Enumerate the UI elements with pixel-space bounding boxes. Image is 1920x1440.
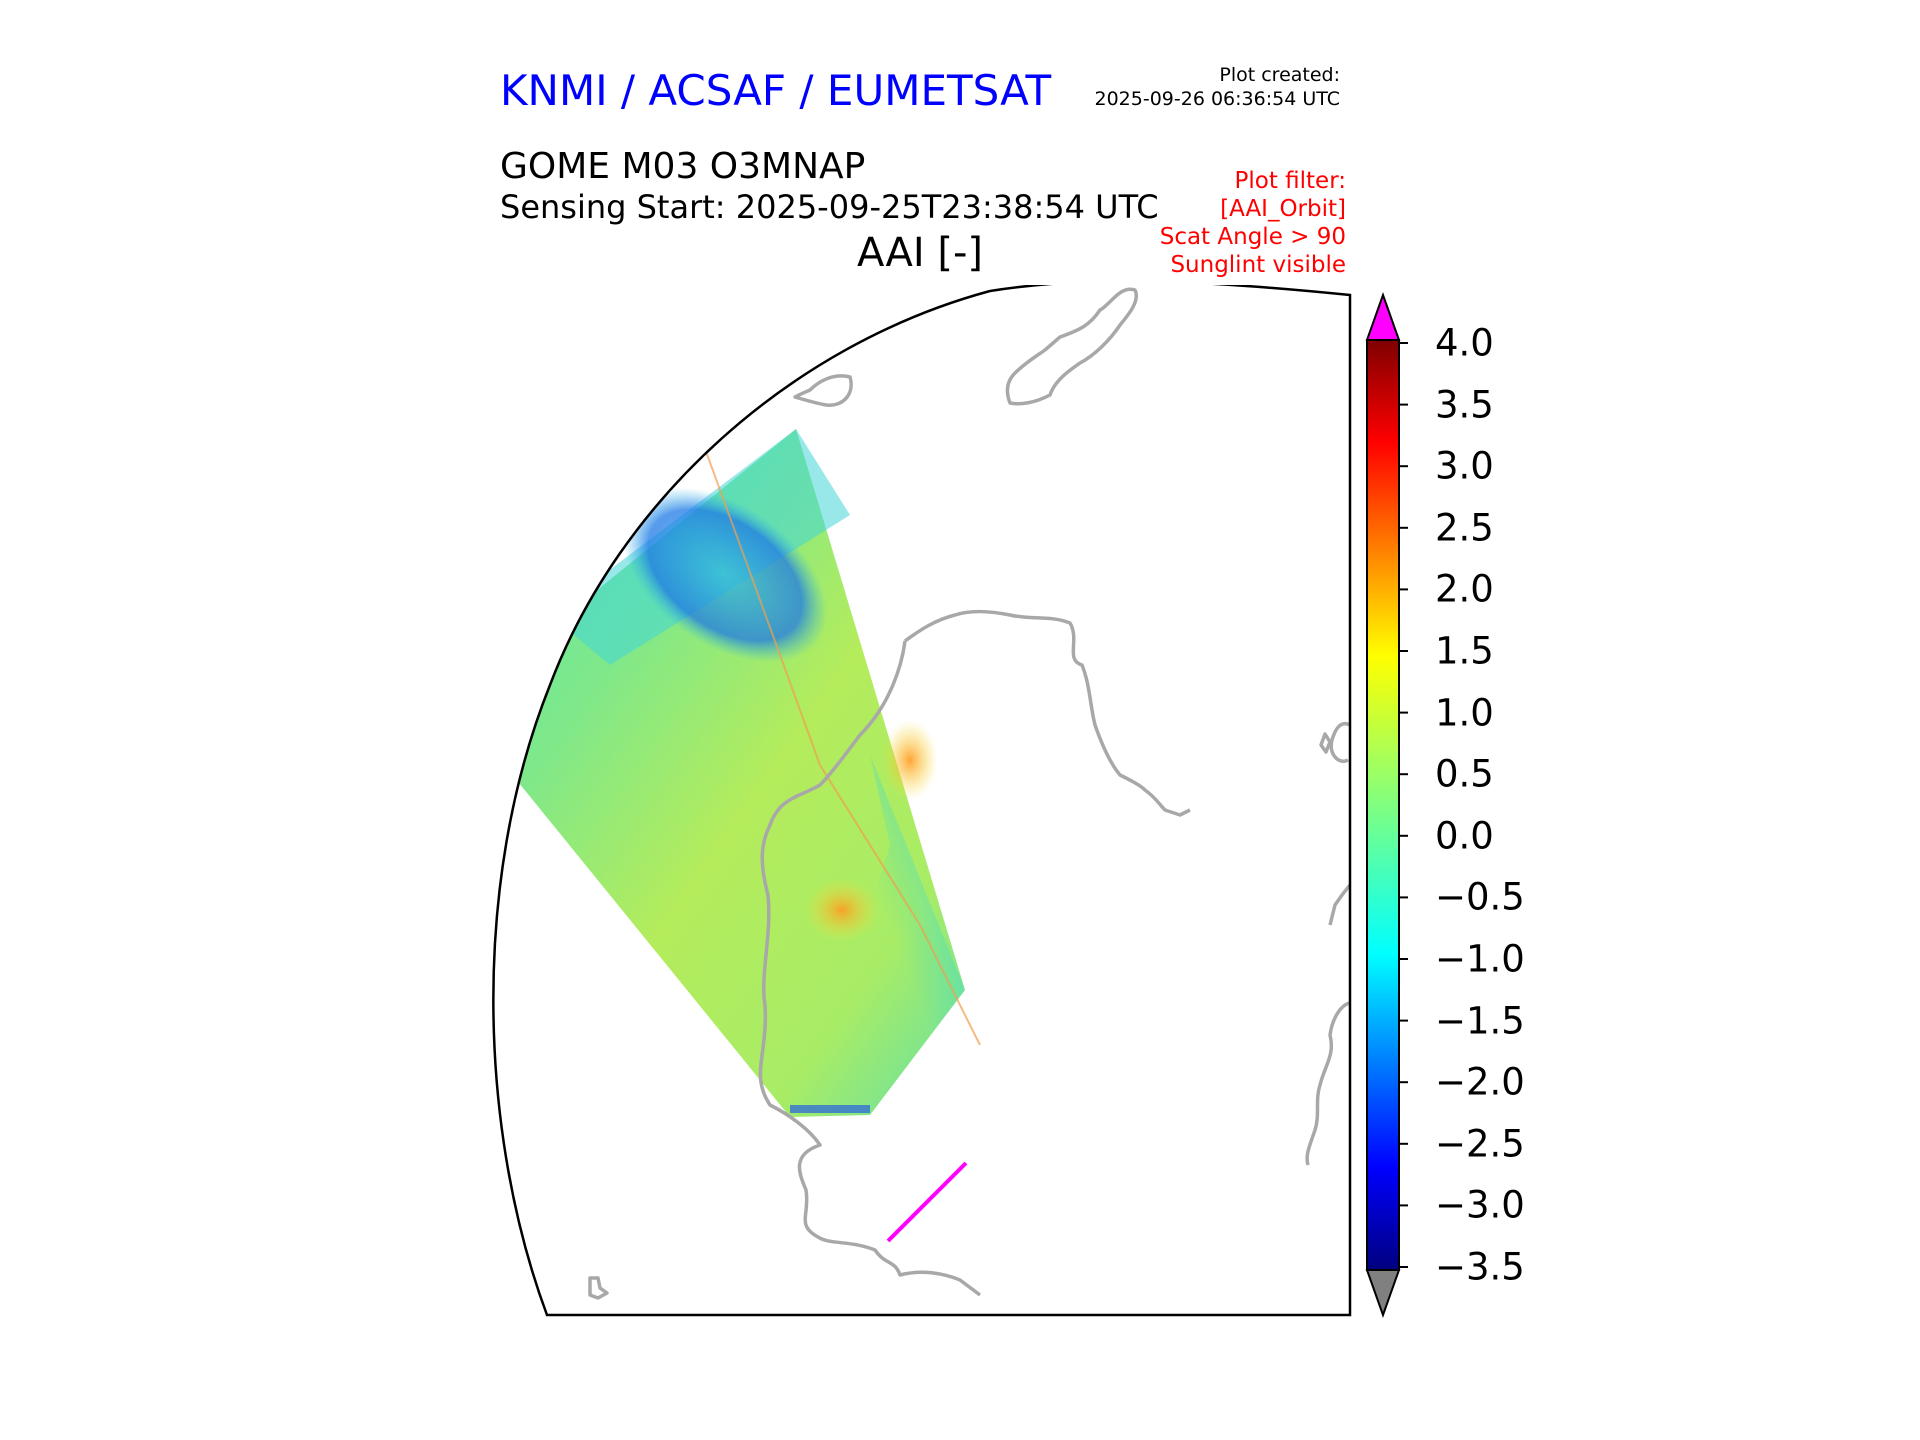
- swath-seam: [699, 434, 981, 1046]
- colorbar-tick-label: 2.0: [1435, 567, 1494, 611]
- sensing-start: Sensing Start: 2025-09-25T23:38:54 UTC: [500, 188, 1159, 226]
- organization-title: KNMI / ACSAF / EUMETSAT: [500, 66, 1052, 115]
- sunglint-track: [886, 1161, 968, 1243]
- colorbar-tick-label: 4.0: [1435, 321, 1494, 365]
- coastline-west-continent: [758, 640, 982, 1297]
- colorbar-tick-label: 3.5: [1435, 383, 1494, 427]
- colorbar-tick-label: 0.0: [1435, 814, 1494, 858]
- plot-created-label: Plot created:: [1219, 64, 1340, 86]
- colorbar-gradient: [1366, 339, 1400, 1271]
- map-panel: [492, 285, 1352, 1317]
- high-aai-patch: [882, 720, 938, 800]
- coastline-central-continent: [903, 609, 1191, 817]
- product-title: GOME M03 O3MNAP: [500, 146, 866, 187]
- colorbar-tick-label: 3.0: [1435, 444, 1494, 488]
- plot-filter-label: Plot filter:: [1234, 168, 1346, 194]
- colorbar-tick-label: −1.5: [1435, 999, 1525, 1043]
- colorbar-tick-label: 1.5: [1435, 629, 1494, 673]
- low-aai-oval: [622, 487, 828, 663]
- variable-title: AAI [-]: [857, 230, 983, 276]
- colorbar-tick-label: −1.0: [1435, 937, 1525, 981]
- island-northeast: [1005, 287, 1138, 406]
- colorbar-tick-label: −0.5: [1435, 875, 1525, 919]
- colorbar-ticks: [1399, 342, 1408, 1268]
- colorbar: [1365, 292, 1408, 1318]
- plot-filter-sunglint: Sunglint visible: [1170, 252, 1346, 278]
- colorbar-tick-label: −3.5: [1435, 1245, 1525, 1289]
- map-frame: [492, 285, 1352, 1317]
- coastline-east-island: [1329, 722, 1350, 763]
- island-north-small: [793, 374, 853, 407]
- coastline-east-edge: [1328, 883, 1350, 926]
- high-aai-patch-2: [804, 878, 880, 942]
- colorbar-tick-label: −3.0: [1435, 1183, 1525, 1227]
- island-southwest: [588, 1276, 609, 1300]
- colorbar-tick-label: 0.5: [1435, 752, 1494, 796]
- swath-cyan-right: [820, 755, 965, 1115]
- coastline-small-island: [1319, 732, 1332, 754]
- plot-created-time: 2025-09-26 06:36:54 UTC: [1094, 88, 1341, 110]
- colorbar-tick-label: 1.0: [1435, 691, 1494, 735]
- plot-filter-scat-angle: Scat Angle > 90: [1159, 224, 1346, 250]
- coastline-east-isthmus: [1305, 1001, 1350, 1166]
- colorbar-tick-label: −2.5: [1435, 1122, 1525, 1166]
- plot-filter-orbit: [AAI_Orbit]: [1220, 196, 1346, 222]
- colorbar-tick-label: −2.0: [1435, 1060, 1525, 1104]
- colorbar-under-triangle: [1365, 1269, 1401, 1318]
- swath-layer: [493, 429, 981, 1117]
- colorbar-over-triangle: [1365, 292, 1401, 341]
- colorbar-tick-label: 2.5: [1435, 506, 1494, 550]
- island-northwest-coast: [737, 339, 792, 370]
